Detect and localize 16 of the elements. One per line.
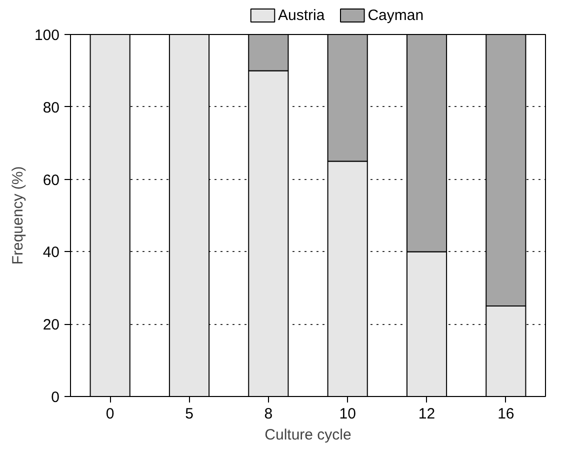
y-tick-label: 20	[42, 316, 60, 334]
x-tick-label: 0	[106, 406, 114, 422]
y-tick-label: 80	[42, 99, 60, 116]
x-axis-title: Culture cycle	[264, 426, 352, 444]
y-axis-title: Frequency (%)	[9, 166, 26, 265]
x-tick-label: 10	[339, 406, 356, 422]
y-tick-label: 0	[51, 389, 60, 406]
y-tick-label: 40	[42, 244, 60, 262]
y-tick-label: 60	[42, 172, 60, 189]
x-tick-label: 5	[185, 406, 194, 422]
legend-label: Austria	[278, 7, 326, 24]
x-tick-label: 8	[264, 406, 273, 422]
legend-label: Cayman	[368, 7, 424, 24]
y-tick-label: 100	[34, 27, 60, 44]
x-tick-label: 12	[418, 406, 436, 422]
x-tick-label: 16	[498, 406, 514, 422]
